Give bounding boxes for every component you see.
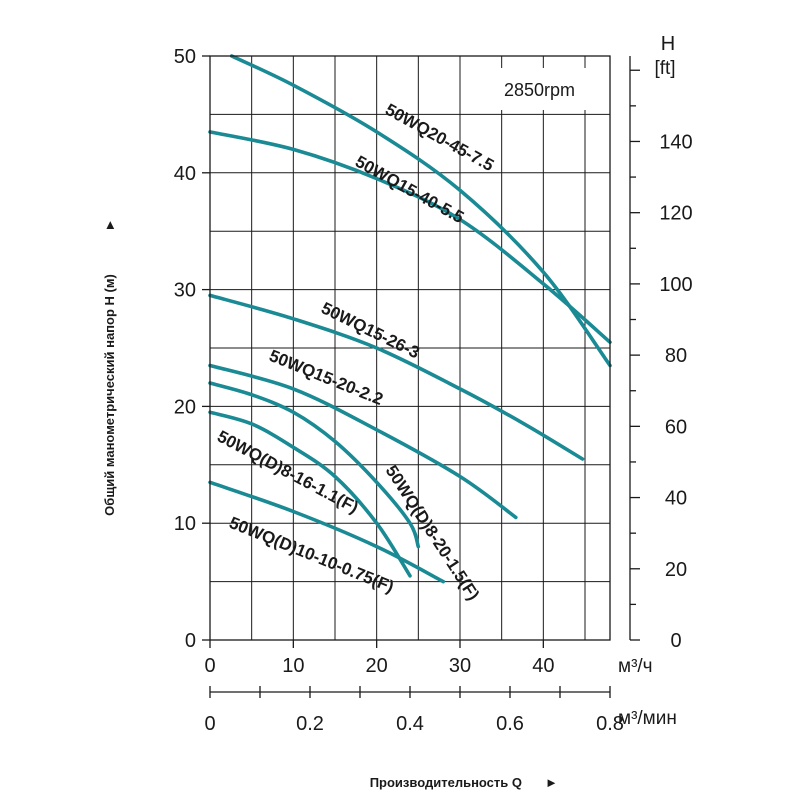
x2-tick-label: 0.6 [496, 713, 524, 735]
plot-frame [209, 55, 611, 641]
x2-tick-label: 0.8 [596, 713, 624, 735]
performance-curve [208, 363, 518, 520]
y2-title: H [661, 33, 675, 55]
performance-curve [229, 54, 612, 368]
y-tick-label: 20 [174, 396, 196, 418]
y2-tick-label: 40 [665, 488, 687, 510]
x-unit-label: м³/ч [618, 656, 653, 677]
y2-tick-label: 140 [659, 131, 692, 153]
x2-unit-label: м³/мин [618, 708, 677, 729]
x-axis-arrow: ► [545, 775, 558, 790]
curve-label: 50WQ15-20-2.2 [267, 346, 386, 409]
x2-tick-label: 0.4 [396, 713, 424, 735]
x2-tick-label: 0 [204, 713, 215, 735]
curves [208, 54, 612, 584]
x-tick-label: 40 [532, 655, 554, 677]
y-tick-label: 40 [174, 163, 196, 185]
y-tick-label: 10 [174, 513, 196, 535]
x-tick-label: 20 [366, 655, 388, 677]
y-tick-label: 0 [185, 630, 196, 652]
curve-label: 50WQ15-40-5.5 [352, 152, 467, 227]
y2-tick-label: 100 [659, 274, 692, 296]
axes: 0 10 20 30 40 50 0 10 20 30 40 м³/ч 0 0.2 0.4 0.6 0.8м³/… [174, 33, 693, 735]
x-tick-label: 30 [449, 655, 471, 677]
curve-label: 50WQ20-45-7.5 [382, 100, 497, 175]
x-tick-label: 10 [282, 655, 304, 677]
x-tick-label: 0 [204, 655, 215, 677]
x2-tick-label: 0.2 [296, 713, 324, 735]
y2-unit: [ft] [654, 58, 675, 79]
speed-box [478, 68, 606, 110]
y2-tick-label: 120 [659, 203, 692, 225]
y2-tick-label: 80 [665, 345, 687, 367]
x-axis-title: Производительность Q [370, 775, 522, 790]
y-tick-label: 30 [174, 280, 196, 302]
y-axis-title: Общий манометрический напор H (м) [102, 274, 117, 516]
performance-curve [208, 410, 412, 578]
performance-curve [208, 381, 421, 549]
y2-tick-label: 20 [665, 559, 687, 581]
y2-tick-label: 60 [665, 416, 687, 438]
y2-tick-label: 0 [670, 630, 681, 652]
performance-curve [208, 293, 585, 461]
performance-curve [208, 480, 446, 584]
speed-label: 2850rpm [504, 80, 575, 100]
curve-label: 50WQ(D)8-16-1.1(F) [214, 427, 361, 517]
y-axis-arrow: ► [102, 219, 117, 232]
y-tick-label: 50 [174, 46, 196, 68]
grid [210, 56, 610, 640]
curve-labels: 50WQ20-45-7.550WQ15-40-5.550WQ15-26-350W… [214, 100, 497, 604]
performance-curve [208, 130, 612, 344]
